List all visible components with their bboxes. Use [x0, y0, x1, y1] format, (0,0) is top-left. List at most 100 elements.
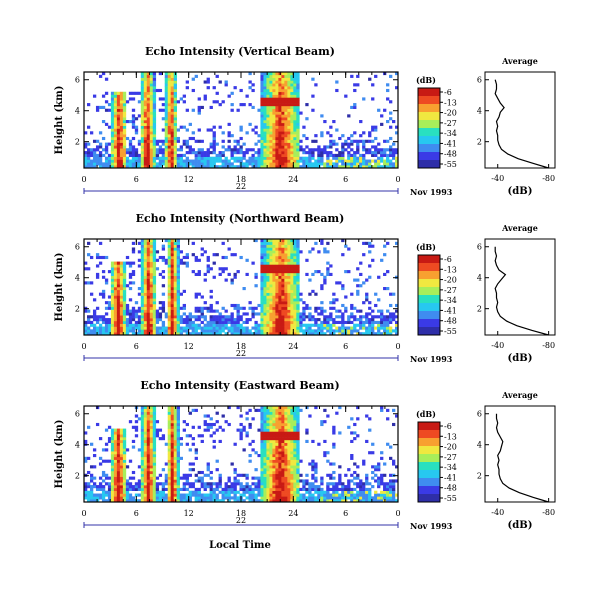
- heatmap-cell: [173, 253, 177, 257]
- heatmap-cell: [137, 315, 142, 319]
- heatmap-cell: [122, 329, 127, 333]
- heatmap-cell: [167, 128, 172, 132]
- heatmap-cell: [224, 162, 228, 166]
- heatmap-cell: [317, 148, 321, 152]
- heatmap-cell: [131, 485, 136, 489]
- heatmap-cell: [335, 326, 339, 330]
- heatmap-cell: [182, 320, 186, 324]
- heatmap-cell: [230, 496, 234, 500]
- heatmap-cell: [167, 247, 172, 251]
- heatmap-cell: [272, 261, 276, 265]
- heatmap-cell: [170, 74, 175, 78]
- heatmap-cell: [84, 456, 88, 460]
- heatmap-cell: [197, 332, 201, 336]
- heatmap-cell: [290, 270, 294, 274]
- heatmap-cell: [152, 267, 157, 271]
- heatmap-cell: [236, 312, 240, 316]
- heatmap-cell: [239, 434, 243, 438]
- heatmap-cell: [113, 125, 118, 129]
- heatmap-cell: [227, 487, 231, 491]
- heatmap-cell: [92, 465, 97, 469]
- heatmap-cell: [290, 134, 294, 138]
- heatmap-cell: [224, 165, 228, 169]
- heatmap-cell: [116, 468, 121, 472]
- heatmap-cell: [284, 284, 288, 288]
- heatmap-cell: [137, 323, 142, 327]
- heatmap-cell: [284, 247, 288, 251]
- heatmap-cell: [89, 162, 94, 166]
- heatmap-cell: [395, 151, 399, 155]
- heatmap-cell: [362, 241, 366, 245]
- heatmap-cell: [266, 134, 270, 138]
- heatmap-cell: [122, 301, 127, 305]
- heatmap-cell: [344, 159, 348, 163]
- heatmap-cell: [296, 239, 300, 243]
- heatmap-cell: [329, 329, 333, 333]
- heatmap-cell: [278, 312, 282, 316]
- heatmap-cell: [269, 162, 273, 166]
- heatmap-cell: [152, 298, 157, 302]
- heatmap-cell: [173, 451, 177, 455]
- heatmap-cell: [113, 499, 118, 503]
- heatmap-cell: [227, 499, 231, 503]
- heatmap-cell: [263, 411, 267, 415]
- heatmap-cell: [191, 320, 195, 324]
- heatmap-cell: [146, 406, 151, 410]
- heatmap-cell: [305, 159, 309, 163]
- heatmap-cell: [173, 247, 177, 251]
- heatmap-cell: [110, 114, 115, 118]
- heatmap-cell: [146, 456, 151, 460]
- heatmap-cell: [173, 122, 177, 126]
- heatmap-cell: [137, 91, 142, 95]
- heatmap-cell: [113, 468, 118, 472]
- heatmap-cell: [302, 479, 306, 483]
- heatmap-cell: [206, 153, 210, 157]
- colorbar-segment: [418, 156, 440, 159]
- heatmap-cell: [140, 312, 145, 316]
- heatmap-cell: [383, 318, 387, 322]
- heatmap-cell: [293, 145, 297, 149]
- heatmap-cell: [116, 442, 121, 446]
- heatmap-cell: [131, 309, 136, 313]
- heatmap-cell: [98, 482, 103, 486]
- heatmap-cell: [278, 159, 282, 163]
- heatmap-cell: [269, 465, 273, 469]
- heatmap-cell: [287, 255, 291, 260]
- heatmap-cell: [182, 312, 186, 316]
- heatmap-cell: [122, 445, 127, 449]
- colorbar-segment: [418, 295, 440, 298]
- heatmap-cell: [326, 165, 330, 169]
- heatmap-cell: [263, 136, 267, 141]
- heatmap-cell: [119, 315, 124, 319]
- heatmap-cell: [260, 468, 264, 472]
- heatmap-cell: [185, 108, 189, 112]
- heatmap-cell: [254, 275, 258, 279]
- heatmap-cell: [293, 148, 297, 152]
- heatmap-cell: [110, 431, 115, 435]
- heatmap-cell: [263, 408, 267, 412]
- heatmap-cell: [281, 329, 285, 333]
- heatmap-cell: [98, 332, 103, 336]
- heatmap-cell: [293, 255, 297, 260]
- heatmap-cell: [170, 479, 175, 483]
- heatmap-cell: [311, 482, 315, 486]
- heatmap-cell: [164, 120, 169, 124]
- heatmap-cell: [290, 295, 294, 299]
- heatmap-cell: [353, 329, 357, 333]
- heatmap-cell: [245, 417, 249, 421]
- heatmap-cell: [209, 425, 213, 429]
- heatmap-cell: [131, 136, 136, 141]
- heatmap-cell: [215, 156, 219, 160]
- heatmap-cell: [146, 451, 151, 455]
- heatmap-cell: [206, 499, 210, 503]
- heatmap-cell: [212, 326, 216, 330]
- heatmap-cell: [281, 72, 285, 76]
- heatmap-cell: [281, 153, 285, 157]
- heatmap-cell: [311, 77, 315, 81]
- heatmap-cell: [230, 326, 234, 330]
- colorbar-segment: [418, 291, 440, 294]
- heatmap-cell: [290, 454, 294, 458]
- heatmap-cell: [224, 332, 228, 336]
- heatmap-cell: [215, 332, 219, 336]
- heatmap-cell: [230, 281, 234, 285]
